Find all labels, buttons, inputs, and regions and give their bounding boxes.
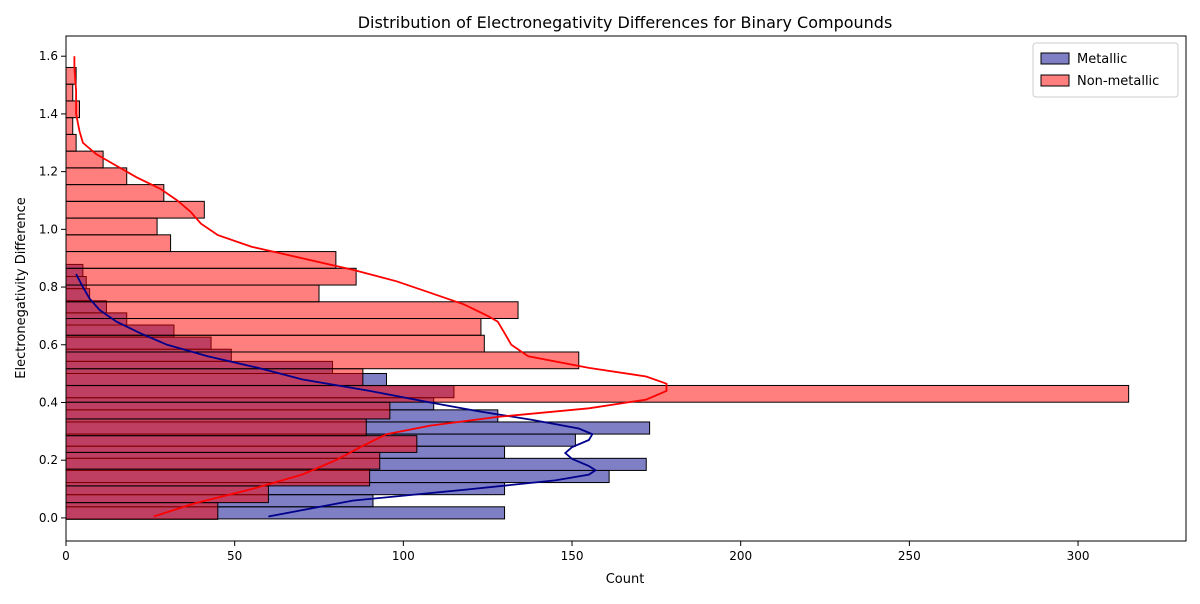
non-metallic-bar	[65, 267, 357, 286]
y-tick-label: 1.0	[39, 222, 58, 236]
non-metallic-bar	[65, 284, 320, 303]
non-metallic-bar	[65, 401, 391, 420]
axes-layer: 0 50 100 150 200 250 300 0.0 0.2 0.4 0.6 0.8 1.0 1.2 1…	[39, 35, 1187, 563]
non-metallic-bar	[65, 502, 219, 520]
non-metallic-bar	[65, 384, 1130, 403]
non-metallic-bar	[65, 200, 205, 219]
x-tick-label: 200	[729, 549, 752, 563]
x-tick-label: 150	[561, 549, 584, 563]
non-metallic-bar	[65, 184, 165, 202]
legend-label-metallic: Metallic	[1077, 52, 1127, 67]
kde-layer	[73, 56, 668, 518]
legend-swatch-metallic	[1040, 52, 1070, 65]
non-metallic-bar	[65, 83, 74, 102]
non-metallic-bar	[65, 217, 158, 236]
y-tick-label: 0.6	[39, 338, 58, 352]
non-metallic-bar	[65, 117, 74, 135]
legend-swatch-non-metallic	[1040, 74, 1070, 87]
y-tick-label: 0.4	[39, 395, 58, 409]
non-metallic-bar	[65, 418, 367, 437]
y-tick-label: 1.6	[39, 49, 58, 63]
y-tick-label: 0.2	[39, 453, 58, 467]
y-tick-label: 0.0	[39, 511, 58, 525]
y-axis-label: Electronegativity Difference	[14, 197, 29, 379]
x-tick-label: 100	[392, 549, 415, 563]
non-metallic-bar	[65, 485, 269, 504]
x-tick-label: 300	[1067, 549, 1090, 563]
non-metallic-bar	[65, 334, 485, 353]
chart-title: Distribution of Electronegativity Differ…	[358, 13, 893, 32]
y-tick-label: 0.8	[39, 280, 58, 294]
x-axis-label: Count	[606, 572, 645, 587]
plot-frame	[65, 35, 1187, 542]
x-tick-label: 250	[898, 549, 921, 563]
non-metallic-bar	[65, 100, 80, 119]
non-metallic-kde-line	[73, 56, 668, 518]
non-metallic-bar	[65, 234, 172, 253]
non-metallic-bar	[65, 150, 104, 169]
non-metallic-bar	[65, 301, 519, 320]
bars-layer	[65, 66, 1130, 520]
non-metallic-bar	[65, 133, 77, 152]
metallic-kde-line	[75, 273, 598, 518]
legend: Metallic Non-metallic	[1032, 42, 1179, 98]
non-metallic-bar	[65, 251, 337, 269]
non-metallic-bar	[65, 167, 128, 186]
legend-label-non-metallic: Non-metallic	[1077, 74, 1159, 89]
x-tick-label: 0	[62, 549, 70, 563]
non-metallic-bar	[65, 468, 371, 487]
y-tick-label: 1.2	[39, 165, 58, 179]
x-tick-label: 50	[227, 549, 242, 563]
non-metallic-bar	[65, 351, 580, 370]
y-tick-label: 1.4	[39, 107, 58, 121]
non-metallic-bar	[65, 435, 418, 453]
